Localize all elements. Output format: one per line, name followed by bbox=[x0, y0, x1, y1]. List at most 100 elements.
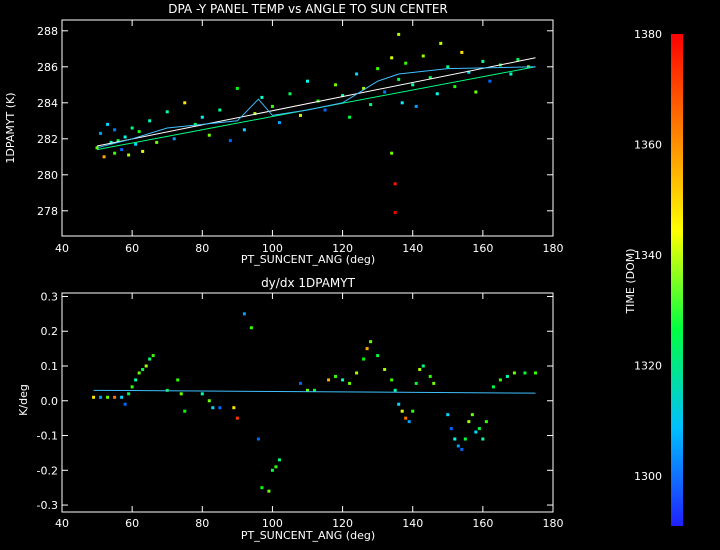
data-point bbox=[498, 378, 502, 382]
data-point bbox=[113, 395, 117, 399]
temperature-chart: DPA -Y PANEL TEMP vs ANGLE TO SUN CENTER… bbox=[4, 2, 564, 266]
data-point bbox=[313, 388, 317, 392]
colorbar-tick-label: 1380 bbox=[634, 28, 662, 41]
data-point bbox=[411, 409, 415, 413]
data-point bbox=[277, 458, 281, 462]
data-point bbox=[446, 65, 450, 69]
data-point bbox=[306, 388, 309, 392]
data-point bbox=[137, 130, 141, 134]
data-point bbox=[137, 371, 141, 375]
bottom-x-tick-label: 140 bbox=[402, 517, 423, 530]
top-chart-xlabel: PT_SUNCENT_ANG (deg) bbox=[241, 253, 375, 266]
data-point bbox=[456, 444, 460, 448]
data-point bbox=[109, 140, 113, 144]
top-x-tick-label: 180 bbox=[543, 242, 564, 255]
data-point bbox=[316, 99, 320, 103]
data-point bbox=[113, 151, 117, 155]
top-chart-title: DPA -Y PANEL TEMP vs ANGLE TO SUN CENTER bbox=[168, 2, 448, 16]
bottom-x-tick-label: 180 bbox=[543, 517, 564, 530]
top-chart-ylabel: 1DPAMYT (K) bbox=[4, 92, 17, 163]
data-point bbox=[439, 41, 443, 45]
data-point bbox=[488, 79, 492, 83]
bottom-y-tick-label: 0.1 bbox=[41, 360, 59, 373]
top-x-tick-label: 120 bbox=[332, 242, 353, 255]
data-point bbox=[428, 374, 432, 378]
colorbar-label: TIME (DOM) bbox=[624, 248, 637, 314]
data-point bbox=[267, 489, 271, 493]
data-point bbox=[235, 86, 239, 90]
data-point bbox=[116, 139, 120, 143]
data-point bbox=[270, 104, 274, 108]
colorbar: TIME (DOM) 1300 1320 1340 1360 1380 bbox=[624, 28, 683, 526]
bottom-chart-x-tick-labels: 40 60 80 100 120 140 160 180 bbox=[55, 517, 564, 530]
data-point bbox=[200, 115, 204, 119]
fit-line bbox=[93, 389, 536, 394]
data-point bbox=[151, 354, 155, 358]
data-point bbox=[242, 312, 246, 316]
data-point bbox=[193, 122, 197, 126]
data-point bbox=[505, 374, 509, 378]
bottom-chart-title: dy/dx 1DPAMYT bbox=[261, 276, 356, 290]
data-point bbox=[376, 354, 380, 358]
data-point bbox=[369, 340, 373, 344]
data-point bbox=[453, 85, 457, 89]
data-point bbox=[348, 115, 352, 119]
bottom-y-tick-label: -0.3 bbox=[37, 499, 58, 512]
data-point bbox=[362, 86, 366, 90]
data-point bbox=[306, 79, 309, 83]
bottom-y-tick-label: -0.1 bbox=[37, 430, 58, 443]
colorbar-tick-label: 1360 bbox=[634, 139, 662, 152]
data-point bbox=[148, 119, 152, 123]
data-point bbox=[260, 95, 264, 99]
data-point bbox=[397, 77, 401, 81]
data-point bbox=[509, 72, 513, 76]
data-point bbox=[218, 108, 222, 112]
top-chart-tick-marks bbox=[61, 20, 554, 236]
data-point bbox=[446, 413, 450, 417]
data-point bbox=[253, 112, 257, 116]
bottom-x-tick-label: 80 bbox=[195, 517, 209, 530]
top-x-tick-label: 100 bbox=[262, 242, 283, 255]
data-point bbox=[393, 182, 397, 186]
data-point bbox=[179, 392, 183, 396]
bottom-x-tick-label: 160 bbox=[472, 517, 493, 530]
data-point bbox=[141, 367, 145, 371]
data-point bbox=[390, 151, 394, 155]
data-point bbox=[102, 155, 106, 159]
bottom-chart-tick-marks bbox=[61, 293, 554, 512]
data-point bbox=[327, 378, 331, 382]
top-chart-x-tick-labels: 40 60 80 100 120 140 160 180 bbox=[55, 242, 564, 255]
data-point bbox=[404, 61, 408, 65]
colorbar-gradient bbox=[671, 34, 683, 526]
data-point bbox=[477, 427, 481, 431]
data-point bbox=[474, 430, 478, 434]
data-point bbox=[460, 50, 464, 54]
bottom-y-tick-label: 0.3 bbox=[41, 290, 59, 303]
top-y-tick-label: 282 bbox=[37, 133, 58, 146]
data-point bbox=[362, 357, 366, 361]
data-point bbox=[421, 54, 425, 58]
data-point bbox=[400, 409, 404, 413]
bottom-x-tick-label: 120 bbox=[332, 517, 353, 530]
data-point bbox=[141, 149, 145, 153]
data-point bbox=[432, 381, 436, 385]
data-point bbox=[298, 113, 302, 117]
data-point bbox=[123, 135, 127, 139]
data-point bbox=[256, 437, 260, 441]
data-point bbox=[418, 367, 422, 371]
top-y-tick-label: 286 bbox=[37, 61, 58, 74]
data-point bbox=[435, 92, 439, 96]
top-x-tick-label: 40 bbox=[55, 242, 69, 255]
top-x-tick-label: 140 bbox=[402, 242, 423, 255]
data-point bbox=[183, 409, 187, 413]
data-point bbox=[512, 371, 516, 375]
top-chart-fit-lines bbox=[96, 57, 536, 151]
data-point bbox=[481, 437, 485, 441]
data-point bbox=[172, 137, 176, 141]
data-point bbox=[484, 420, 488, 424]
data-point bbox=[207, 133, 211, 137]
data-point bbox=[92, 395, 96, 399]
data-point bbox=[155, 140, 159, 144]
data-point bbox=[144, 364, 148, 368]
colorbar-tick-label: 1300 bbox=[634, 470, 662, 483]
